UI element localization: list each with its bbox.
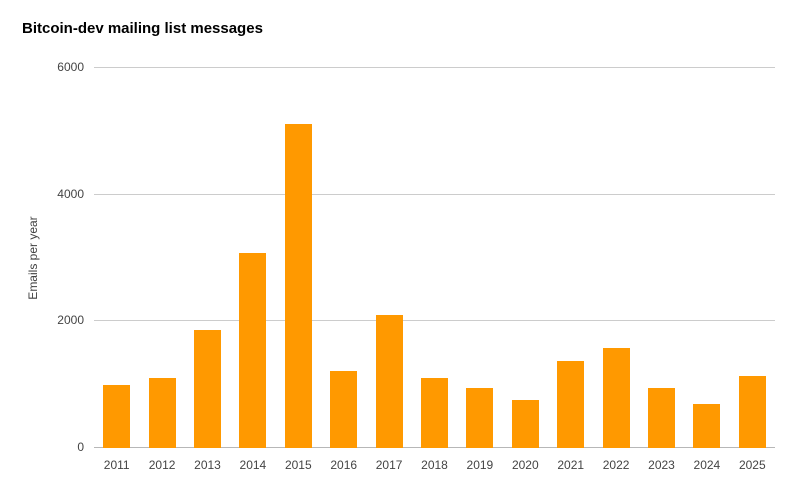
x-tick-label: 2018: [421, 458, 448, 472]
plot-area: 0 2000 4000 6000 2011 2012 2013 2014 2015 2016 20…: [57, 61, 775, 472]
bar-2015: [284, 124, 312, 448]
bar-2022: [602, 347, 630, 448]
bar-2021: [557, 360, 585, 448]
x-tick-label: 2011: [103, 458, 130, 472]
bar-2024: [693, 403, 721, 448]
x-tick-label: 2013: [194, 458, 221, 472]
x-tick-label: 2024: [693, 458, 721, 472]
bar-2012: [148, 378, 176, 448]
bar-2023: [648, 388, 675, 448]
x-tick-label: 2012: [148, 458, 176, 472]
y-tick-label: 4000: [57, 186, 84, 201]
x-tick-label: 2014: [239, 458, 267, 472]
bar-2016: [330, 371, 358, 448]
x-tick-label: 2020: [511, 458, 539, 472]
x-tick-label: 2022: [602, 458, 630, 472]
bar-2017: [375, 315, 403, 448]
gridline: [94, 193, 775, 195]
bar-2018: [421, 378, 448, 448]
bar-2025: [738, 376, 766, 448]
x-tick-label: 2025: [738, 458, 766, 472]
chart-title: Bitcoin-dev mailing list messages: [22, 20, 263, 37]
gridline: [94, 320, 775, 322]
gridline: [94, 67, 775, 68]
y-tick-label: 0: [77, 440, 84, 454]
bar-2019: [466, 388, 494, 448]
x-tick-label: 2017: [375, 458, 403, 472]
x-tick-label: 2021: [557, 458, 585, 472]
bar-2020: [511, 399, 539, 448]
bar-2013: [194, 329, 221, 448]
bar-2011: [103, 384, 131, 448]
bar-2014: [239, 252, 267, 448]
x-tick-label: 2019: [466, 458, 494, 472]
y-tick-label: 6000: [57, 60, 84, 74]
x-tick-label: 2023: [648, 458, 675, 472]
x-tick-label: 2016: [330, 458, 358, 472]
x-tick-label: 2015: [284, 458, 312, 472]
y-axis-title: Emails per year: [26, 216, 40, 300]
y-tick-label: 2000: [57, 313, 84, 328]
